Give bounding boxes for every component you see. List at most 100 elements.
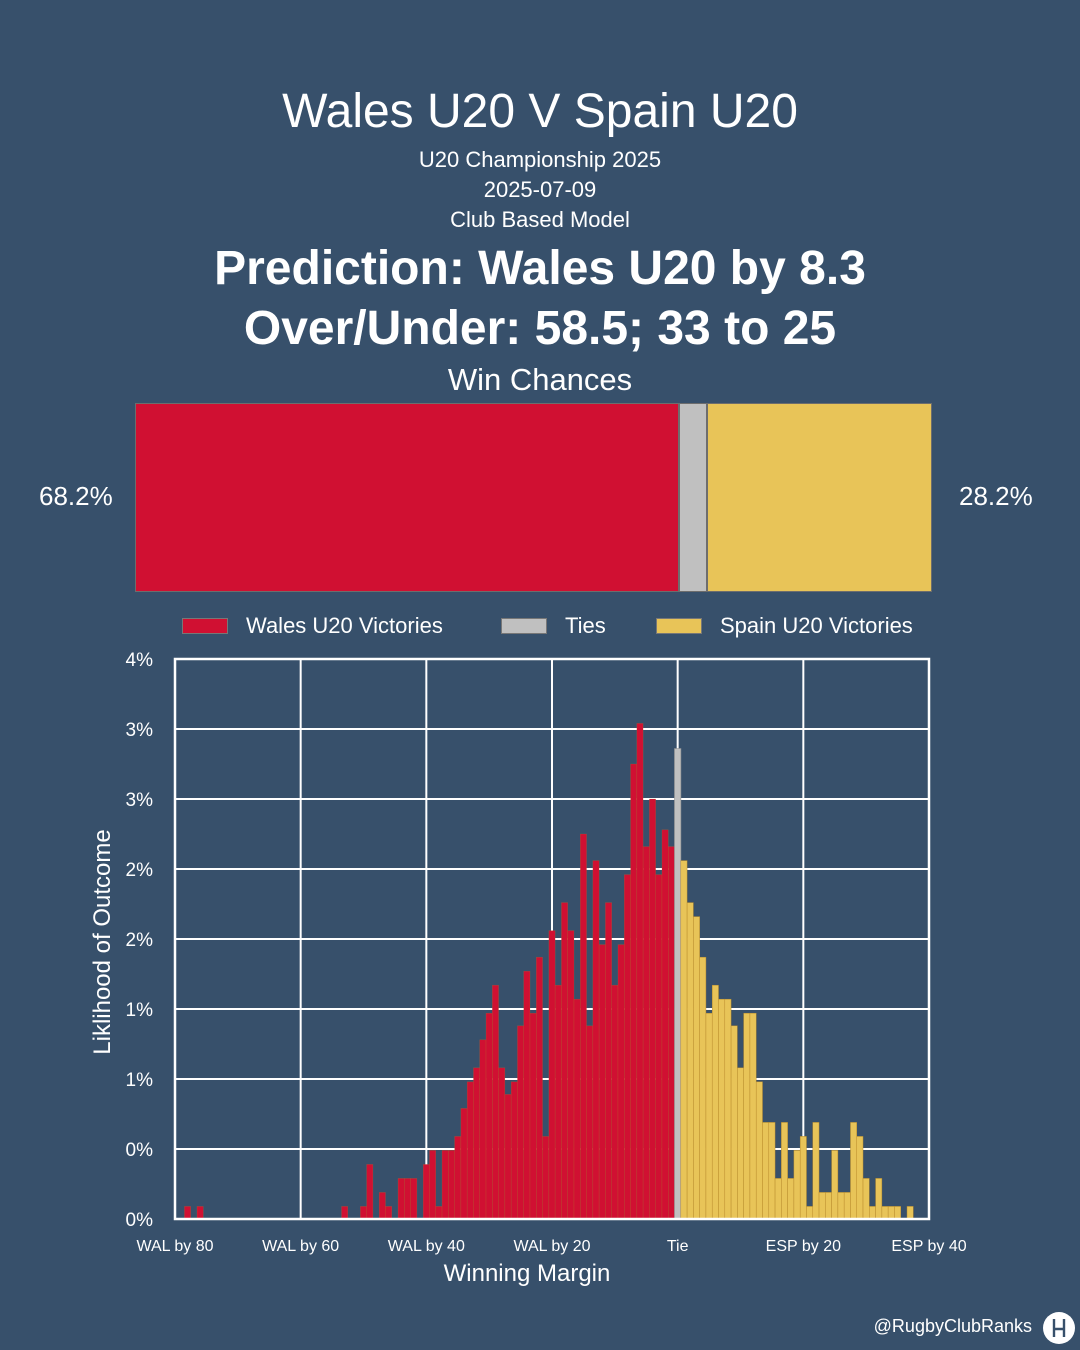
y-tick-label: 1% <box>126 1000 154 1021</box>
home-bar <box>611 984 619 1220</box>
home-win-percentage: 68.2% <box>39 481 113 511</box>
home-bar <box>504 1094 512 1220</box>
match-title: Wales U20 V Spain U20 <box>282 85 798 138</box>
home-bar <box>667 846 675 1220</box>
away-bar <box>818 1192 826 1220</box>
legend-item-tie: Ties <box>501 610 606 642</box>
legend-item-home: Wales U20 Victories <box>182 610 443 642</box>
x-tick-label: WAL by 20 <box>513 1238 590 1255</box>
home-bar <box>517 1025 524 1220</box>
away-bar <box>881 1206 889 1220</box>
away-bar <box>705 1012 713 1220</box>
x-tick-label: WAL by 60 <box>262 1238 339 1255</box>
away-bar <box>724 998 732 1220</box>
away-bar <box>686 902 694 1220</box>
x-axis-label: Winning Margin <box>444 1260 611 1287</box>
y-tick-label: 3% <box>126 790 154 811</box>
away-bar <box>711 984 719 1220</box>
away-bar <box>850 1122 857 1220</box>
away-bar <box>837 1192 845 1220</box>
home-bar <box>624 874 631 1220</box>
away-bar <box>887 1206 895 1220</box>
home-bar <box>655 874 663 1220</box>
away-bar <box>856 1136 864 1220</box>
home-bar <box>435 1206 443 1220</box>
home-bar <box>360 1206 367 1220</box>
home-bar <box>341 1206 349 1220</box>
home-bar <box>642 846 650 1220</box>
win-chances-title: Win Chances <box>447 362 633 397</box>
home-bar <box>485 1012 493 1220</box>
y-tick-label: 2% <box>126 860 154 881</box>
away-bar <box>749 1012 757 1220</box>
home-bar <box>184 1206 191 1220</box>
plot-border <box>173 657 931 1221</box>
y-tick-label: 2% <box>126 930 154 951</box>
footer-credit: @RugbyClubRanks <box>873 1316 1032 1336</box>
away-bar <box>781 1122 788 1220</box>
away-bar <box>906 1206 914 1220</box>
legend-item-away: Spain U20 Victories <box>656 610 913 642</box>
away-bar <box>806 1206 814 1220</box>
x-tick-label: WAL by 80 <box>136 1238 213 1255</box>
home-bar <box>529 1012 537 1220</box>
home-bar <box>580 833 587 1220</box>
away-bar <box>812 1122 820 1220</box>
away-bar <box>875 1178 883 1220</box>
margin-distribution-chart: 0% 0% 1% 1% 2% 2% 3% 3% 4% WAL by 80 WAL by 60 WAL … <box>89 650 967 1287</box>
home-bar <box>385 1206 393 1220</box>
home-bar <box>429 1150 437 1220</box>
home-bar <box>536 956 543 1220</box>
home-bar <box>378 1192 386 1220</box>
home-bar <box>498 1067 506 1220</box>
home-bar <box>605 902 612 1220</box>
over-under-text: Over/Under: 58.5; 33 to 25 <box>243 302 837 355</box>
home-bar <box>592 860 600 1220</box>
home-bar <box>196 1206 204 1220</box>
home-bar <box>479 1039 487 1220</box>
home-bar <box>523 970 531 1220</box>
win-chances-bar <box>135 403 932 592</box>
home-bar <box>422 1164 430 1220</box>
y-tick-label: 0% <box>126 1140 154 1161</box>
home-bar <box>617 944 625 1220</box>
home-bar <box>473 1067 480 1220</box>
home-bar <box>466 1081 474 1220</box>
away-bar <box>894 1206 901 1220</box>
y-tick-label: 0% <box>126 1210 154 1231</box>
legend-swatch-home <box>182 618 228 634</box>
chart-legend: Wales U20 Victories Ties Spain U20 Victo… <box>0 610 1080 642</box>
away-bar <box>774 1178 782 1220</box>
x-tick-label: ESP by 20 <box>766 1238 841 1255</box>
away-bar <box>787 1178 795 1220</box>
legend-label-tie: Ties <box>565 613 606 638</box>
prediction-text: Prediction: Wales U20 by 8.3 <box>214 242 866 295</box>
home-bar <box>410 1178 418 1220</box>
away-bar <box>718 998 726 1220</box>
home-bar <box>548 930 556 1220</box>
home-bar <box>460 1108 468 1220</box>
away-bar <box>869 1206 876 1220</box>
away-bar <box>680 860 688 1220</box>
away-bar <box>693 916 700 1220</box>
home-bar <box>448 1150 455 1220</box>
home-bar <box>542 1136 550 1220</box>
away-bar <box>699 956 707 1220</box>
tie-segment <box>678 403 708 592</box>
home-bar <box>554 984 562 1220</box>
away-bar <box>825 1192 832 1220</box>
away-bar <box>768 1122 776 1220</box>
away-bar <box>831 1150 839 1220</box>
home-bar <box>397 1178 405 1220</box>
x-tick-label: Tie <box>667 1238 689 1255</box>
match-date: 2025-07-09 <box>483 177 597 202</box>
model-name: Club Based Model <box>450 207 630 232</box>
home-bar <box>636 723 644 1220</box>
away-bar <box>743 1012 751 1220</box>
legend-swatch-away <box>656 618 702 634</box>
home-bar <box>441 1150 449 1220</box>
x-tick-label: WAL by 40 <box>388 1238 465 1255</box>
away-bar <box>793 1150 801 1220</box>
home-bar <box>567 930 575 1220</box>
home-bar <box>573 998 581 1220</box>
